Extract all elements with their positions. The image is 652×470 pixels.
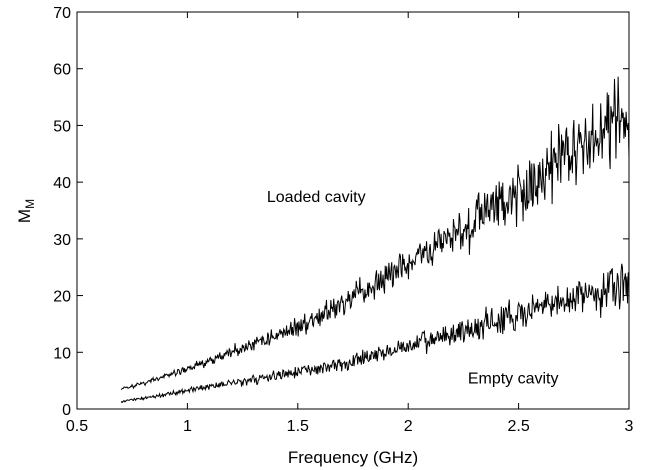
series-line-1 [120, 76, 630, 391]
x-tick-label: 1 [183, 418, 192, 435]
x-tick-label: 0.5 [66, 418, 88, 435]
y-axis-ticks: 0 10 20 30 40 50 60 70 [53, 5, 629, 419]
annotation-label: Loaded cavity [267, 189, 366, 206]
x-tick-label: 2 [404, 418, 413, 435]
y-axis-label: MM [15, 199, 37, 223]
y-tick-label: 0 [62, 402, 71, 419]
annotation-label: Empty cavity [468, 370, 559, 387]
y-tick-label: 10 [53, 345, 71, 362]
y-axis-label-main: M [15, 209, 34, 223]
y-tick-label: 20 [53, 289, 71, 306]
series-layer [120, 76, 630, 404]
y-tick-label: 30 [53, 232, 71, 249]
x-axis-ticks: 0.5 1 1.5 2 2.5 3 [66, 12, 634, 435]
x-axis-label: Frequency (GHz) [288, 448, 418, 467]
x-tick-label: 3 [625, 418, 634, 435]
y-axis-label-subscript: M [23, 199, 37, 209]
x-tick-label: 2.5 [507, 418, 529, 435]
plot-area-frame [76, 11, 630, 410]
series-line-2 [120, 263, 630, 404]
y-tick-label: 70 [53, 5, 71, 22]
x-tick-label: 1.5 [287, 418, 309, 435]
y-tick-label: 40 [53, 175, 71, 192]
annotations: Loaded cavity Empty cavity [267, 189, 559, 387]
y-tick-label: 60 [53, 62, 71, 79]
y-tick-label: 50 [53, 118, 71, 135]
